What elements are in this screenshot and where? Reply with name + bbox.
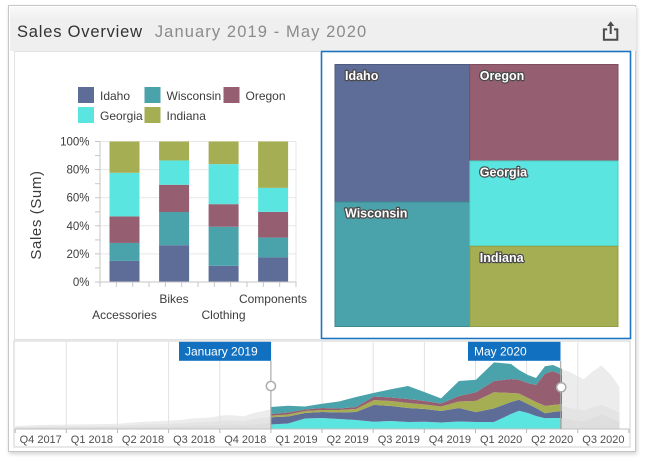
svg-text:Indiana: Indiana xyxy=(480,251,525,265)
svg-text:Q4 2017: Q4 2017 xyxy=(20,434,62,446)
svg-text:Q1 2020: Q1 2020 xyxy=(480,434,522,446)
svg-text:Indiana: Indiana xyxy=(167,109,207,123)
svg-text:Q1 2018: Q1 2018 xyxy=(71,434,113,446)
svg-text:80%: 80% xyxy=(66,165,89,177)
svg-text:Georgia: Georgia xyxy=(100,109,143,123)
svg-text:Wisconsin: Wisconsin xyxy=(345,207,407,221)
svg-text:Q4 2019: Q4 2019 xyxy=(429,434,471,446)
svg-text:Clothing: Clothing xyxy=(201,308,245,322)
svg-text:Components: Components xyxy=(239,292,307,306)
svg-text:Oregon: Oregon xyxy=(480,69,524,83)
svg-text:Q2 2020: Q2 2020 xyxy=(531,434,573,446)
svg-text:Accessories: Accessories xyxy=(92,308,157,322)
svg-text:May 2020: May 2020 xyxy=(474,344,527,358)
svg-text:60%: 60% xyxy=(66,193,89,205)
svg-text:Q2 2018: Q2 2018 xyxy=(122,434,164,446)
svg-text:Q1 2019: Q1 2019 xyxy=(275,434,317,446)
svg-text:Q3 2018: Q3 2018 xyxy=(173,434,215,446)
svg-text:40%: 40% xyxy=(66,221,89,233)
svg-text:Q3 2020: Q3 2020 xyxy=(582,434,624,446)
svg-text:January 2019: January 2019 xyxy=(185,344,258,358)
svg-text:Georgia: Georgia xyxy=(480,166,528,180)
svg-text:Idaho: Idaho xyxy=(100,89,130,103)
svg-text:Bikes: Bikes xyxy=(159,292,188,306)
svg-text:20%: 20% xyxy=(66,249,89,261)
svg-text:Wisconsin: Wisconsin xyxy=(167,89,222,103)
svg-text:Oregon: Oregon xyxy=(246,89,286,103)
svg-text:100%: 100% xyxy=(60,137,89,149)
svg-text:Q3 2019: Q3 2019 xyxy=(378,434,420,446)
svg-text:0%: 0% xyxy=(73,277,90,289)
svg-text:Sales (Sum): Sales (Sum) xyxy=(28,170,45,259)
svg-text:Q2 2019: Q2 2019 xyxy=(326,434,368,446)
svg-text:Idaho: Idaho xyxy=(345,69,379,83)
svg-text:Q4 2018: Q4 2018 xyxy=(224,434,266,446)
